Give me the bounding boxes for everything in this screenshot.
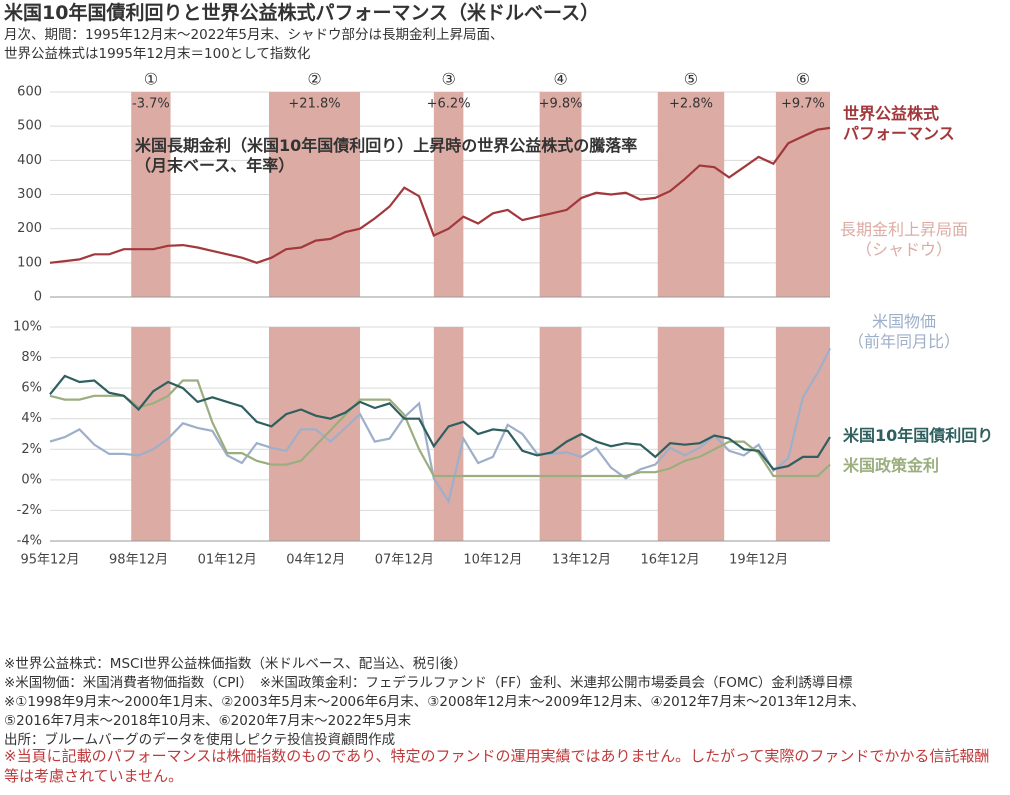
return-label: +2.8% <box>669 97 713 112</box>
subtitle: 世界公益株式は1995年12月末＝100として指数化 <box>4 46 311 62</box>
return-label: +9.8% <box>539 97 583 112</box>
shade <box>268 92 361 297</box>
note: ※世界公益株式：MSCI世界公益株価指数（米ドルベース、配当込、税引後） <box>4 656 467 672</box>
return-label: +6.2% <box>427 97 471 112</box>
shade <box>268 327 361 541</box>
y-tick-label: 300 <box>17 187 42 202</box>
series-line <box>49 374 831 471</box>
y-tick-label: 600 <box>17 85 42 100</box>
y-tick-label: -2% <box>17 503 42 518</box>
x-tick-label: 16年12月 <box>641 553 700 568</box>
y-tick-label: 0% <box>21 472 42 487</box>
disclaimer: ※当頁に記載のパフォーマンスは株価指数のものであり、特定のファンドの運用実績では… <box>4 747 990 785</box>
return-label: +21.8% <box>288 97 340 112</box>
return-label: -3.7% <box>132 97 170 112</box>
series-label: 米国政策金利 <box>843 456 940 475</box>
y-tick-label: 2% <box>21 442 42 457</box>
y-tick-label: 500 <box>17 119 42 134</box>
shade-number: ⑤ <box>684 70 698 89</box>
return-label: +9.7% <box>781 97 825 112</box>
shade <box>539 327 582 541</box>
shade <box>657 92 725 297</box>
series-label: 米国物価 （前年同月比） <box>848 312 961 351</box>
x-tick-label: 95年12月 <box>20 553 79 568</box>
note: ※①1998年9月末～2000年1月末、②2003年5月末～2006年6月末、③… <box>4 694 866 710</box>
y-tick-label: 400 <box>17 153 42 168</box>
note: ⑤2016年7月末～2018年10月末、⑥2020年7月末～2022年5月末 <box>4 713 412 729</box>
shade-number: ④ <box>553 70 567 89</box>
note: ※米国物価：米国消費者物価指数（CPI） ※米国政策金利：フェデラルファンド（F… <box>4 675 853 691</box>
shade <box>131 92 171 297</box>
y-tick-label: 8% <box>21 350 42 365</box>
shade-label: 長期金利上昇局面 （シャドウ） <box>840 220 969 259</box>
x-tick-label: 10年12月 <box>463 553 522 568</box>
x-tick-label: 19年12月 <box>729 553 788 568</box>
title: 米国10年国債利回りと世界公益株式パフォーマンス（米ドルベース） <box>4 2 600 24</box>
series-line <box>49 347 831 505</box>
shade <box>433 92 464 297</box>
shade <box>131 327 171 541</box>
series-line <box>49 126 831 264</box>
shade <box>775 92 830 297</box>
shade <box>539 92 582 297</box>
y-tick-label: 4% <box>21 411 42 426</box>
series-label: 米国10年国債利回り <box>843 426 994 445</box>
x-tick-label: 98年12月 <box>109 553 168 568</box>
shade <box>433 327 464 541</box>
annotation: 米国長期金利（米国10年国債利回り）上昇時の世界公益株式の騰落率 （月末ベース、… <box>135 136 638 175</box>
y-tick-label: 100 <box>17 255 42 270</box>
y-tick-label: 6% <box>21 381 42 396</box>
y-tick-label: 200 <box>17 221 42 236</box>
shade-number: ⑥ <box>796 70 810 89</box>
y-tick-label: 10% <box>13 320 42 335</box>
shade-number: ③ <box>441 70 455 89</box>
subtitle: 月次、期間：1995年12月末～2022年5月末、シャドウ部分は長期金利上昇局面… <box>4 27 504 43</box>
x-tick-label: 01年12月 <box>198 553 257 568</box>
x-tick-label: 07年12月 <box>375 553 434 568</box>
chart: 0 100 200 300 400 500 600 ① -3.7% ② +21.8% ③ +6.2% ④ +… <box>13 70 831 568</box>
shade-number: ② <box>307 70 321 89</box>
x-tick-label: 13年12月 <box>552 553 611 568</box>
series-line <box>49 379 831 478</box>
note: 出所：ブルームバーグのデータを使用しピクテ投信投資顧問作成 <box>4 732 396 748</box>
x-tick-label: 04年12月 <box>286 553 345 568</box>
shade <box>657 327 725 541</box>
y-tick-label: 0 <box>34 290 42 305</box>
y-tick-label: -4% <box>17 534 42 549</box>
shade-number: ① <box>144 70 158 89</box>
series-label: 世界公益株式 パフォーマンス <box>843 104 955 143</box>
shade <box>775 327 830 541</box>
